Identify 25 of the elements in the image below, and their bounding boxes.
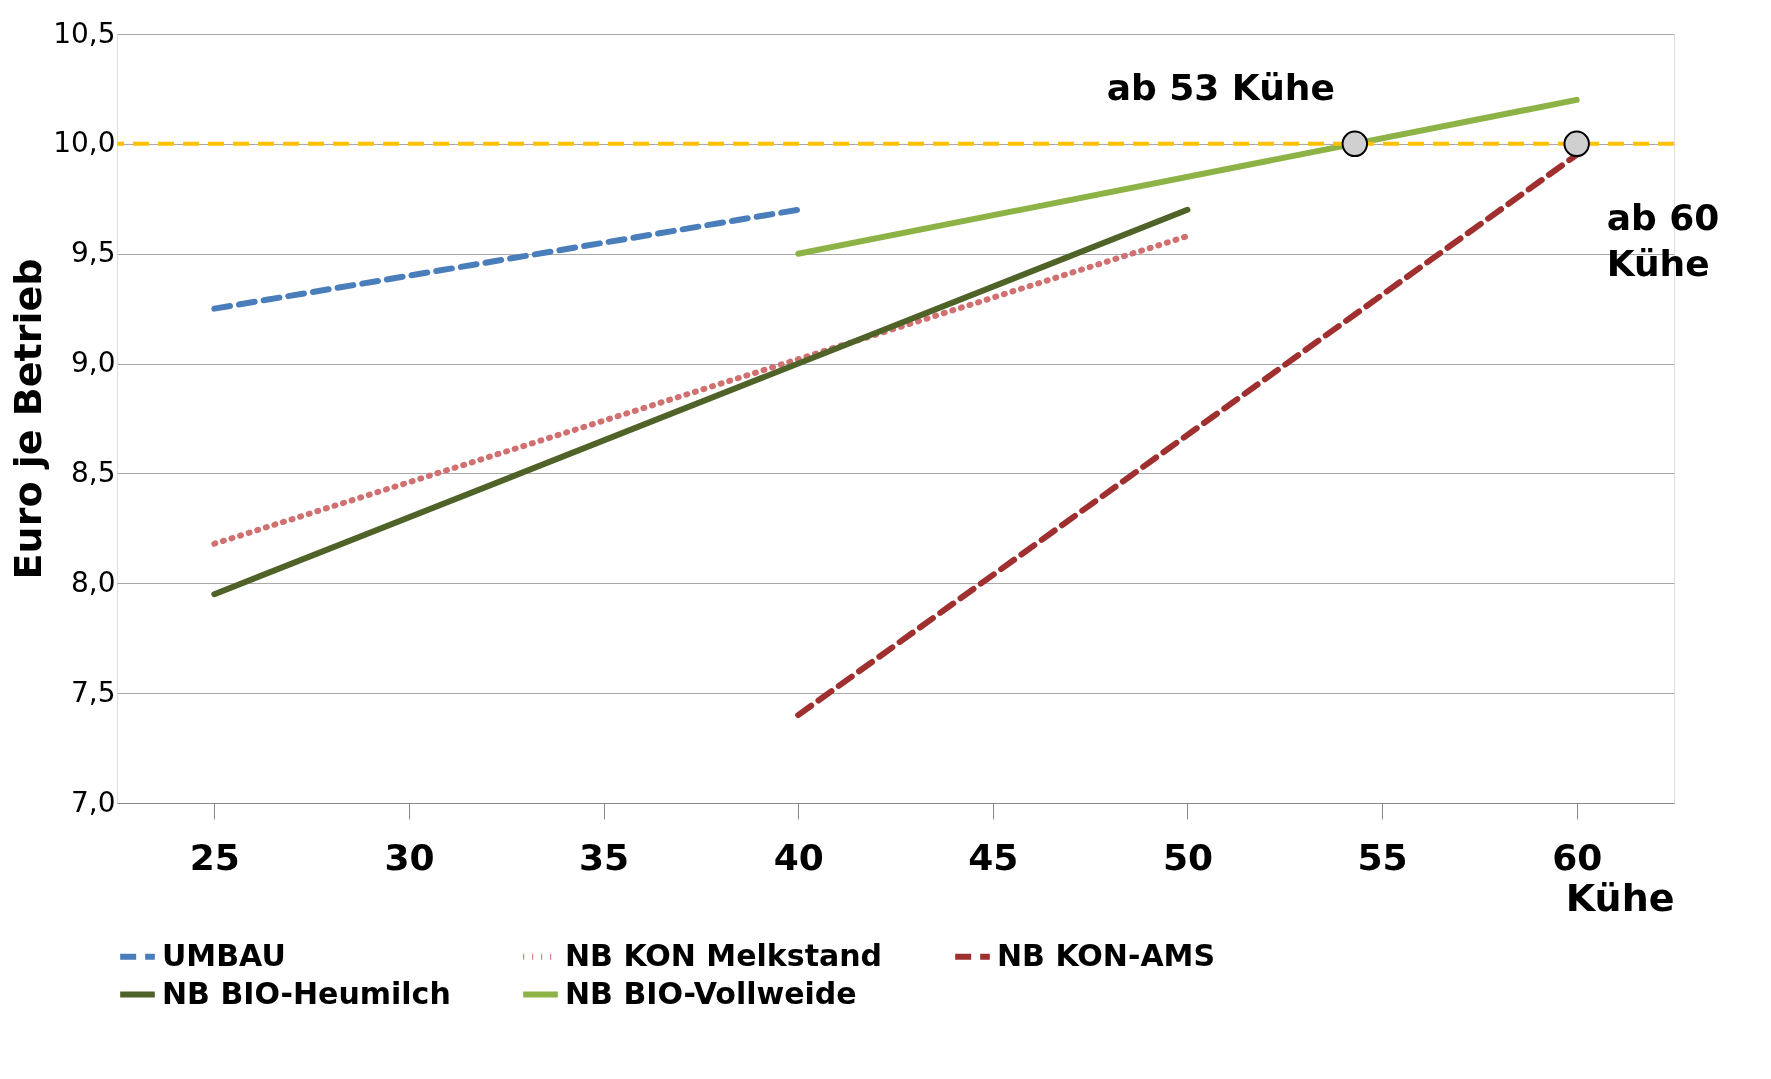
- annotation: ab 60 Kühe: [1606, 196, 1720, 284]
- y-tick-label: 10,5: [53, 16, 116, 50]
- x-tick-label: 55: [1357, 836, 1408, 878]
- y-tick-label: 8,5: [70, 455, 116, 489]
- x-tick-label: 45: [968, 836, 1019, 878]
- x-tick-label: 35: [579, 836, 630, 878]
- y-tick-label: 10,0: [53, 126, 116, 160]
- x-axis-title: Kühe: [1565, 875, 1675, 920]
- y-axis-title: Euro je Betrieb: [6, 258, 51, 580]
- x-tick-label: 50: [1162, 836, 1213, 878]
- y-tick-label: 7,5: [70, 675, 116, 709]
- legend-label: NB BIO-Heumilch: [162, 975, 451, 1011]
- x-tick-label: 25: [189, 836, 240, 878]
- x-tick-label: 40: [773, 836, 824, 878]
- legend-label: NB BIO-Vollweide: [565, 975, 857, 1011]
- y-tick-label: 9,5: [70, 236, 116, 270]
- y-tick-label: 7,0: [70, 785, 116, 819]
- legend-label: NB KON-AMS: [997, 937, 1216, 973]
- x-tick-label: 30: [384, 836, 435, 878]
- annotation: ab 53 Kühe: [1106, 66, 1335, 108]
- y-tick-label: 9,0: [70, 346, 116, 380]
- y-tick-label: 8,0: [70, 565, 116, 599]
- x-tick-label: 60: [1552, 836, 1603, 878]
- legend-label: UMBAU: [162, 937, 286, 973]
- legend-label: NB KON Melkstand: [565, 937, 883, 973]
